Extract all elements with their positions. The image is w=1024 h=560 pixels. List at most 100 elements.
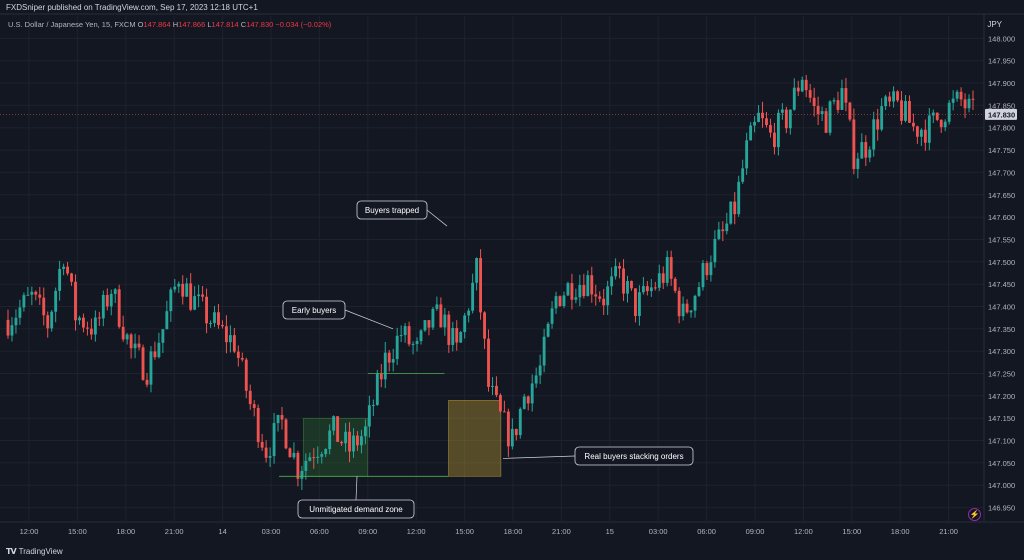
candle — [570, 273, 574, 310]
candle — [685, 299, 689, 314]
candle-body — [697, 287, 701, 296]
candle — [661, 266, 665, 290]
candle — [919, 128, 923, 147]
candle-body — [459, 332, 463, 343]
ohlc-close: C147.830 — [240, 20, 274, 29]
candle-body — [423, 320, 427, 331]
candle-body — [773, 132, 776, 148]
candle-body — [765, 118, 768, 126]
candle-body — [467, 310, 471, 316]
candle — [280, 406, 284, 430]
candle-body — [832, 100, 836, 102]
candle — [705, 260, 709, 281]
candle — [848, 101, 852, 122]
candle — [471, 273, 475, 314]
candle — [757, 105, 760, 123]
candle-body — [586, 275, 590, 297]
price-change: −0.034 (−0.02%) — [275, 20, 332, 29]
candle — [85, 321, 89, 336]
candle-body — [780, 109, 784, 113]
candle-body — [197, 294, 201, 297]
candle — [828, 100, 832, 136]
candle — [105, 288, 109, 311]
price-axis[interactable]: 148.000 147.950 147.900 147.850 147.800 147.7… — [0, 13, 1024, 523]
candle — [669, 250, 673, 286]
candle — [379, 363, 383, 388]
candle-body — [42, 297, 46, 316]
candle — [264, 440, 268, 463]
candle — [201, 285, 205, 302]
candle — [796, 80, 800, 97]
candle — [864, 135, 868, 167]
candle — [594, 284, 598, 306]
candle-body — [578, 284, 582, 298]
candle — [923, 119, 927, 151]
candle-body — [896, 91, 899, 101]
candle-body — [502, 411, 506, 413]
candle — [900, 90, 903, 125]
candle-body — [836, 100, 840, 110]
candle-body — [828, 101, 832, 133]
candle — [475, 257, 479, 291]
candle-body — [70, 273, 73, 282]
candle-body — [645, 286, 649, 292]
candle — [375, 369, 379, 406]
candle — [915, 125, 919, 144]
candle-body — [483, 312, 486, 339]
candle-body — [669, 257, 673, 279]
candle-body — [217, 312, 220, 326]
candle-body — [618, 266, 621, 269]
time-axis[interactable]: 12:00 15:00 18:00 21:00 14 03:00 06:00 09:00 12:… — [20, 527, 958, 536]
candle-body — [356, 435, 359, 446]
candle-body — [89, 328, 93, 335]
candle-body — [951, 98, 955, 103]
candle — [324, 448, 328, 458]
candle-body — [375, 373, 379, 405]
candle — [566, 281, 570, 296]
candle — [157, 332, 161, 359]
lightning-icon[interactable]: ⚡ — [968, 508, 981, 521]
candle-body — [506, 411, 510, 447]
candle-body — [657, 273, 661, 288]
candle-body — [360, 436, 363, 446]
candle-body — [312, 457, 316, 459]
candle-body — [387, 352, 391, 363]
annotation-pointer — [502, 455, 576, 459]
price-tick-label: 147.600 — [988, 213, 1015, 222]
candle-body — [880, 106, 884, 130]
time-tick-label: 15:00 — [455, 527, 474, 536]
candle — [697, 282, 701, 297]
candle-body — [749, 125, 753, 141]
candle-body — [892, 91, 896, 102]
candle-body — [256, 407, 260, 442]
candle — [868, 146, 872, 163]
annotation: Buyers trapped — [356, 200, 448, 227]
candle-body — [46, 315, 50, 329]
candle — [550, 301, 554, 329]
price-tick-label: 147.050 — [988, 459, 1015, 468]
time-tick-label: 18:00 — [891, 527, 910, 536]
candle — [701, 260, 705, 291]
candle-body — [665, 257, 669, 283]
candle-body — [923, 129, 927, 143]
candle-body — [189, 283, 193, 310]
candle-body — [570, 283, 574, 300]
candle — [252, 400, 256, 417]
candle-body — [101, 294, 105, 319]
candle-body — [336, 416, 340, 442]
candle — [491, 377, 494, 396]
candle-body — [864, 142, 868, 158]
candle — [836, 91, 840, 114]
candle-body — [300, 470, 304, 479]
candle-body — [133, 343, 137, 349]
candle-body — [888, 96, 892, 102]
candle — [538, 354, 542, 385]
candle-body — [14, 317, 18, 326]
candle — [125, 332, 129, 345]
price-tick-label: 147.000 — [988, 481, 1015, 490]
candle-body — [82, 317, 85, 328]
candle-body — [74, 281, 77, 321]
currency-label[interactable]: JPY — [987, 20, 1002, 29]
symbol-legend[interactable]: U.S. Dollar / Japanese Yen, 15, FXCM O14… — [8, 20, 331, 29]
